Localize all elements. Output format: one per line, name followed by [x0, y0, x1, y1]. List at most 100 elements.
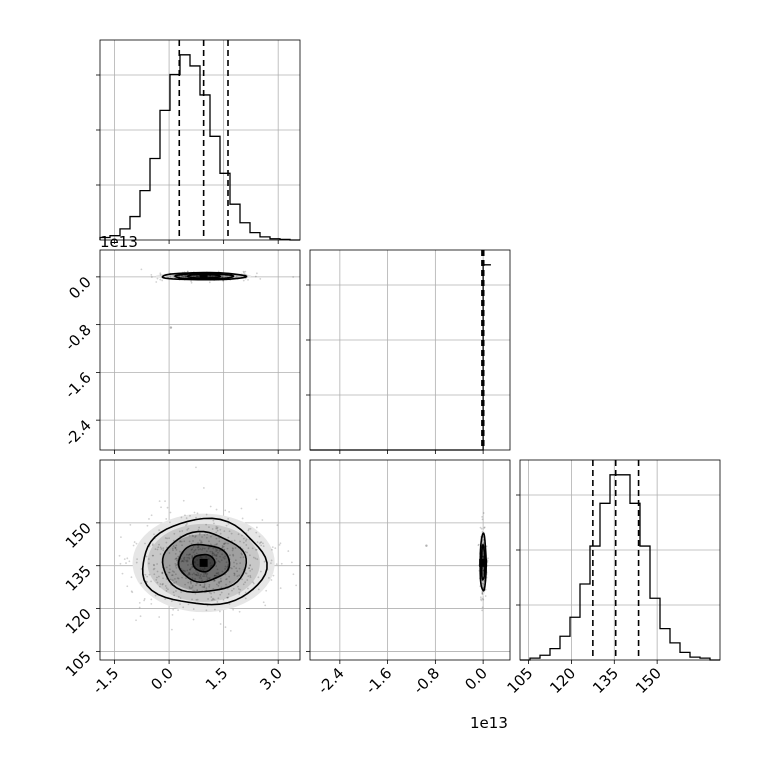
sample-point	[195, 598, 198, 601]
sample-point	[227, 542, 229, 545]
sample-point	[182, 570, 185, 572]
sample-point	[205, 550, 208, 553]
sample-point	[125, 562, 127, 564]
sample-point	[203, 534, 206, 536]
sample-point	[210, 599, 213, 602]
sample-point	[216, 529, 219, 532]
sample-point	[235, 562, 238, 565]
sample-point	[181, 559, 184, 562]
scatter-panel-param-1-vs-2: -2.4 -1.6 -0.8 0.0	[306, 459, 511, 698]
sample-point	[160, 506, 162, 509]
sample-point	[175, 559, 178, 562]
sample-point	[147, 558, 150, 560]
sample-point	[175, 566, 178, 569]
sample-point	[208, 591, 211, 594]
sample-point	[219, 528, 222, 531]
sample-point	[229, 554, 231, 557]
sample-point	[212, 519, 215, 522]
sample-point	[184, 514, 186, 517]
sample-point	[233, 561, 235, 564]
sample-point	[193, 511, 196, 514]
sample-point	[171, 574, 173, 577]
sample-point	[188, 540, 191, 543]
sample-point	[168, 571, 171, 574]
sample-point	[194, 535, 197, 537]
sample-point	[248, 528, 250, 530]
sample-point	[262, 545, 265, 548]
sample-point	[148, 518, 150, 520]
sample-point	[197, 529, 200, 531]
sample-point	[199, 573, 202, 576]
sample-point	[192, 608, 195, 610]
sample-point	[237, 588, 240, 590]
sample-point	[229, 630, 232, 632]
sample-point	[183, 569, 186, 572]
sample-point	[169, 511, 172, 514]
sample-point	[215, 508, 218, 511]
sample-point	[482, 569, 485, 572]
sample-point	[129, 523, 132, 526]
sample-point	[169, 578, 172, 581]
sample-point	[215, 583, 218, 586]
sample-point	[203, 583, 206, 586]
sample-point	[177, 595, 180, 598]
scatter-panel-param-0-vs-1: -2.4 -1.6 -0.8 0.0	[61, 249, 301, 454]
sample-point	[227, 518, 230, 520]
sample-point	[182, 560, 185, 563]
sample-point	[185, 560, 188, 563]
sample-point	[156, 548, 159, 551]
sample-point	[244, 270, 247, 273]
sample-point	[197, 548, 200, 551]
sample-point	[233, 574, 236, 577]
axes-frame	[519, 459, 721, 661]
sample-point	[242, 541, 245, 544]
sample-point	[171, 574, 174, 577]
sample-point	[224, 568, 227, 570]
sample-point	[209, 505, 212, 508]
sample-point	[161, 583, 164, 586]
sample-point	[183, 540, 186, 543]
sample-point	[205, 513, 208, 516]
sample-point	[174, 573, 177, 576]
sample-point	[245, 538, 248, 541]
sample-point	[210, 592, 212, 595]
sample-point	[242, 279, 245, 282]
sample-point	[197, 544, 200, 547]
sample-point	[155, 281, 158, 283]
sample-point	[195, 466, 197, 469]
sample-point	[190, 548, 193, 551]
sample-point	[483, 527, 486, 529]
sample-point	[158, 529, 161, 532]
sample-point	[185, 524, 187, 527]
sample-point	[188, 573, 191, 576]
sample-point	[230, 532, 233, 535]
sample-point	[214, 574, 216, 577]
sample-point	[481, 539, 484, 542]
sample-point	[260, 541, 263, 544]
sample-point	[180, 591, 183, 593]
sample-point	[224, 626, 227, 629]
sample-point	[171, 570, 174, 573]
sample-point	[480, 598, 482, 601]
sample-point	[203, 575, 206, 578]
sample-point	[208, 577, 211, 580]
sample-point	[140, 268, 143, 271]
sample-point	[214, 608, 216, 611]
sample-point	[217, 551, 219, 554]
sample-point	[226, 566, 229, 569]
sample-point	[225, 578, 228, 580]
sample-point	[161, 571, 164, 574]
sample-point	[161, 279, 164, 282]
sample-point	[194, 573, 197, 576]
sample-point	[171, 547, 174, 550]
sample-point	[184, 275, 187, 278]
sample-point	[487, 557, 489, 560]
sample-point	[200, 556, 203, 559]
sample-point	[209, 562, 212, 564]
sample-point	[252, 556, 255, 559]
sample-point	[190, 563, 193, 566]
sample-point	[275, 563, 278, 566]
sample-point	[169, 568, 171, 571]
sample-point	[187, 527, 190, 530]
sample-point	[174, 577, 176, 580]
